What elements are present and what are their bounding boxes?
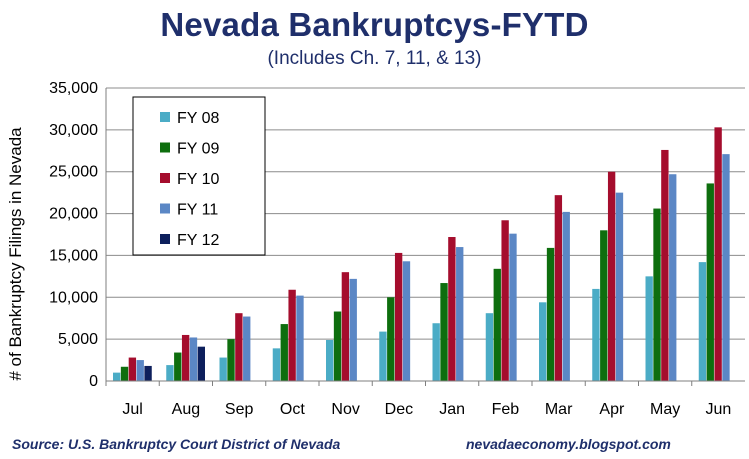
bar [501,220,509,381]
bar [653,208,661,381]
x-tick-label: Jul [122,401,142,418]
chart-title: Nevada Bankruptcys-FYTD [160,6,589,43]
axes [105,88,745,386]
bar [197,346,205,381]
bar [562,211,570,381]
x-tick-label: Apr [599,401,625,418]
bar [227,339,235,381]
x-tick-label: Dec [385,401,413,418]
bar [166,365,174,381]
legend: FY 08 FY 09 FY 10 FY 11 FY 12 [132,96,266,256]
bar [128,357,137,381]
bar [136,360,144,381]
bar [432,323,440,381]
bar [539,302,547,381]
x-tick-label: Jun [705,401,731,418]
bar [402,261,411,381]
y-tick-label: 0 [89,373,98,390]
bars [113,127,730,382]
x-tick-label: May [650,401,680,418]
x-tick-label: Feb [492,401,520,418]
x-tick-label: Sep [225,401,254,418]
bar [235,313,243,381]
y-tick-label: 35,000 [49,80,98,97]
bar [120,366,129,381]
bar [296,295,304,381]
chart-subtitle: (Includes Ch. 7, 11, & 13) [267,48,482,69]
bar [592,288,600,381]
bar [243,316,251,381]
bar [181,334,190,381]
bar [144,365,152,381]
bar [509,233,517,381]
legend-swatch [160,173,170,183]
bar [615,192,624,381]
bar [113,372,121,381]
bar [280,324,288,381]
y-tick-label: 30,000 [49,122,98,139]
bar [600,230,608,381]
legend-box [132,96,266,256]
bar [661,149,669,381]
bar [607,171,616,381]
bar [698,262,707,381]
y-tick-label: 25,000 [49,164,98,181]
bar [456,247,464,381]
y-tick-label: 15,000 [49,247,98,264]
x-tick-label: Nov [331,401,359,418]
bar [645,276,653,381]
x-tick-labels: Jul Aug Sep Oct Nov Dec Jan Feb Mar Apr May Jun [122,401,731,418]
bar [272,348,281,381]
bar [379,331,387,381]
legend-label: FY 12 [177,232,220,249]
legend-swatch [160,203,170,214]
y-tick-label: 10,000 [49,289,98,306]
bar [448,237,456,381]
bar [485,313,494,381]
x-tick-label: Mar [545,401,573,418]
x-tick-label: Aug [172,401,200,418]
y-tick-labels: 0 5,000 10,000 15,000 20,000 25,000 30,000 35,0… [49,80,98,390]
bar [288,289,296,381]
y-tick-label: 20,000 [49,206,98,223]
x-tick-label: Oct [280,401,305,418]
legend-swatch [160,234,170,244]
bar [394,252,403,381]
bar [341,272,350,381]
bar [326,339,334,381]
bar [219,357,227,381]
bar [706,183,714,381]
legend-label: FY 11 [177,202,218,219]
legend-swatch [160,112,170,122]
legend-label: FY 08 [177,110,220,127]
bar [387,297,395,381]
bar [546,247,555,381]
legend-label: FY 09 [177,141,220,158]
bar [714,127,722,382]
legend-label: FY 10 [177,171,220,188]
bar [440,283,448,381]
legend-swatch [160,142,170,153]
bar [174,352,182,381]
bar [493,268,501,381]
source-note: Source: U.S. Bankruptcy Court District o… [12,436,341,452]
y-axis-title: # of Bankruptcy Filings in Nevada [6,127,25,381]
bar [349,278,357,381]
bar [333,311,342,381]
bar [722,154,730,381]
y-tick-label: 5,000 [58,331,98,348]
credit-note: nevadaeconomy.blogspot.com [466,436,671,452]
bar [554,195,563,381]
bar [669,174,677,381]
x-tick-label: Jan [439,401,465,418]
bar [189,337,198,381]
